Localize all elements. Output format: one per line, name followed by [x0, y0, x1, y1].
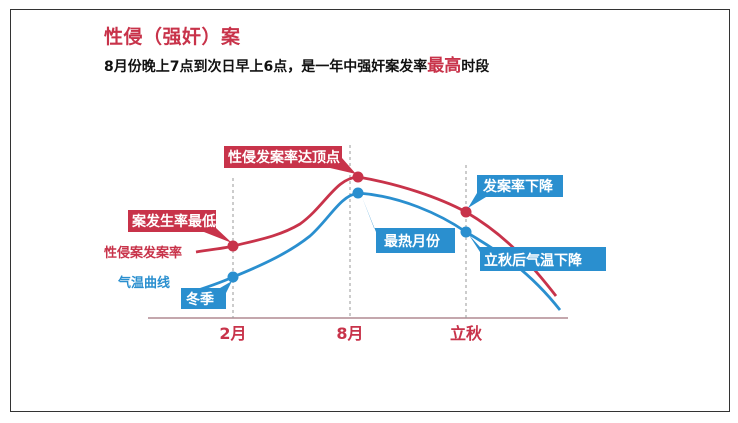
- subtitle-suffix: 时段: [461, 59, 490, 75]
- crime-point-autumn: [460, 206, 472, 218]
- crime-point-peak: [352, 171, 364, 183]
- axis-label-aug: 8月: [336, 324, 363, 343]
- callout-crime-decline: 发案率下降: [468, 175, 563, 208]
- callout-temp-winter-text: 冬季: [186, 291, 214, 308]
- series-label-crime: 性侵案发案率: [104, 245, 182, 261]
- subtitle-prefix: 8月份晚上7点到次日早上6点，是一年中强奸案发率: [104, 59, 428, 75]
- crime-point-feb: [227, 240, 239, 252]
- callout-temp-winter: 冬季: [181, 281, 232, 309]
- subtitle-emphasis: 最高: [427, 56, 462, 76]
- temp-point-hottest: [352, 187, 364, 199]
- page-subtitle: 8月份晚上7点到次日早上6点，是一年中强奸案发率最高时段: [104, 51, 489, 76]
- temp-point-autumn: [460, 226, 472, 238]
- page-title: 性侵（强奸）案: [104, 26, 241, 48]
- callout-crime-decline-text: 发案率下降: [482, 178, 554, 195]
- callout-crime-peak-text: 性侵发案率达顶点: [228, 149, 340, 166]
- axis-label-autumn: 立秋: [450, 324, 483, 343]
- callout-crime-low: 案发生率最低: [128, 210, 232, 243]
- callout-temp-hottest-text: 最热月份: [384, 233, 441, 250]
- callout-temp-hottest: 最热月份: [362, 197, 455, 253]
- callout-temp-decline-text: 立秋后气温下降: [484, 252, 583, 269]
- callout-crime-low-text: 案发生率最低: [131, 213, 216, 230]
- callout-crime-peak: 性侵发案率达顶点: [224, 146, 356, 174]
- temp-point-feb: [227, 271, 239, 283]
- callout-temp-decline: 立秋后气温下降: [469, 235, 606, 271]
- series-label-temperature: 气温曲线: [118, 275, 170, 291]
- axis-label-feb: 2月: [219, 324, 246, 343]
